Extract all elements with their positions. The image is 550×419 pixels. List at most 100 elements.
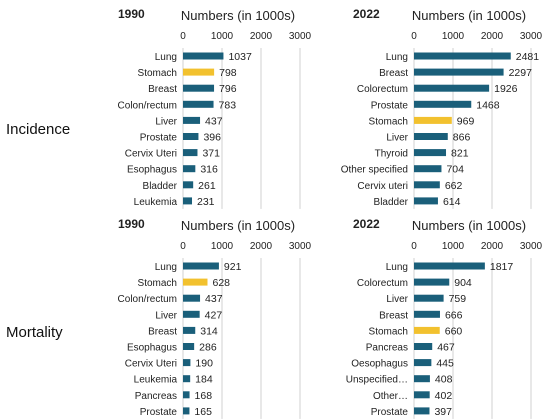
category-label-2-6: Cervix Uteri xyxy=(125,359,177,370)
bar-1-9 xyxy=(414,197,438,205)
x-tick-label-0-0: 0 xyxy=(180,31,186,42)
bar-3-9 xyxy=(414,407,430,415)
category-label-1-0: Lung xyxy=(386,52,408,63)
category-label-3-6: Oesophagus xyxy=(351,359,408,370)
x-tick-label-3-1: 1000 xyxy=(442,241,465,252)
bar-3-6 xyxy=(414,359,432,367)
value-label-0-0: 1037 xyxy=(228,51,252,63)
value-label-2-5: 286 xyxy=(199,342,217,354)
category-label-0-5: Prostate xyxy=(140,133,178,144)
value-label-3-7: 408 xyxy=(435,374,453,386)
value-label-1-7: 704 xyxy=(446,164,464,176)
value-label-0-3: 783 xyxy=(219,99,237,111)
category-label-3-8: Other… xyxy=(373,391,408,402)
value-label-1-9: 614 xyxy=(443,196,461,208)
bar-2-3 xyxy=(183,310,200,318)
value-label-1-2: 1926 xyxy=(494,83,518,95)
category-label-0-1: Stomach xyxy=(138,68,177,79)
x-tick-label-0-1: 1000 xyxy=(211,31,234,42)
bar-3-1 xyxy=(414,278,450,286)
category-label-2-9: Prostate xyxy=(140,407,178,418)
value-label-3-9: 397 xyxy=(434,406,452,418)
bar-3-8 xyxy=(414,391,430,399)
panel-year-2: 1990 xyxy=(118,217,145,231)
bar-1-3 xyxy=(414,100,472,108)
value-label-2-4: 314 xyxy=(200,325,218,337)
category-label-1-3: Prostate xyxy=(371,100,409,111)
bar-3-5 xyxy=(414,343,433,350)
category-label-3-1: Colorectum xyxy=(357,278,408,289)
row-label-mortality: Mortality xyxy=(6,324,63,341)
bar-2-7 xyxy=(183,375,191,383)
x-axis-label-1: Numbers (in 1000s) xyxy=(412,8,526,23)
category-label-3-3: Breast xyxy=(379,310,408,321)
value-label-2-3: 427 xyxy=(205,309,223,321)
value-label-3-1: 904 xyxy=(454,277,472,289)
bar-2-9 xyxy=(183,407,190,415)
category-label-3-5: Pancreas xyxy=(366,343,408,354)
category-label-0-7: Esophagus xyxy=(127,165,177,176)
x-tick-label-2-3: 3000 xyxy=(289,241,312,252)
value-label-1-0: 2481 xyxy=(516,51,540,63)
value-label-2-6: 190 xyxy=(195,358,213,370)
x-tick-label-2-0: 0 xyxy=(180,241,186,252)
panel-year-0: 1990 xyxy=(118,7,145,21)
category-label-2-5: Esophagus xyxy=(127,343,177,354)
x-axis-label-2: Numbers (in 1000s) xyxy=(181,218,295,233)
panel-year-3: 2022 xyxy=(353,217,380,231)
value-label-0-4: 437 xyxy=(205,115,223,127)
value-label-1-4: 969 xyxy=(457,115,475,127)
value-label-2-2: 437 xyxy=(205,293,223,305)
x-axis-label-0: Numbers (in 1000s) xyxy=(181,8,295,23)
value-label-3-0: 1817 xyxy=(490,261,514,273)
value-label-0-6: 371 xyxy=(202,148,220,160)
value-label-0-9: 231 xyxy=(197,196,215,208)
row-label-incidence: Incidence xyxy=(6,121,71,138)
value-label-0-2: 796 xyxy=(219,83,237,95)
x-tick-label-2-1: 1000 xyxy=(211,241,234,252)
x-tick-label-1-2: 2000 xyxy=(481,31,504,42)
x-tick-label-2-2: 2000 xyxy=(250,241,273,252)
category-label-1-2: Colorectum xyxy=(357,84,408,95)
value-label-2-9: 165 xyxy=(194,406,212,418)
value-label-3-4: 660 xyxy=(445,325,463,337)
category-label-3-9: Prostate xyxy=(371,407,409,418)
bar-1-4 xyxy=(414,116,452,124)
value-label-2-7: 184 xyxy=(195,374,213,386)
category-label-1-1: Breast xyxy=(379,68,408,79)
category-label-1-8: Cervix uteri xyxy=(357,181,408,192)
value-label-0-7: 316 xyxy=(200,164,218,176)
bar-2-1 xyxy=(183,278,208,286)
x-tick-label-1-3: 3000 xyxy=(520,31,543,42)
value-label-3-5: 467 xyxy=(437,342,455,354)
bar-2-8 xyxy=(183,391,190,399)
value-label-2-1: 628 xyxy=(212,277,230,289)
bar-2-6 xyxy=(183,359,191,367)
bar-0-8 xyxy=(183,181,194,189)
bar-0-3 xyxy=(183,100,214,108)
bar-0-5 xyxy=(183,133,199,140)
value-label-3-6: 445 xyxy=(436,358,454,370)
category-label-2-4: Breast xyxy=(148,326,177,337)
bar-3-2 xyxy=(414,294,444,302)
bar-1-1 xyxy=(414,68,504,76)
bar-0-0 xyxy=(183,52,224,60)
value-label-0-8: 261 xyxy=(198,180,216,192)
panel-year-1: 2022 xyxy=(353,7,380,21)
bar-1-2 xyxy=(414,84,490,92)
value-label-1-6: 821 xyxy=(451,148,469,160)
bar-0-6 xyxy=(183,149,198,157)
category-label-1-7: Other specified xyxy=(341,165,408,176)
category-label-1-5: Liver xyxy=(386,133,408,144)
category-label-1-6: Thyroid xyxy=(375,149,408,160)
x-tick-label-0-3: 3000 xyxy=(289,31,312,42)
x-tick-label-0-2: 2000 xyxy=(250,31,273,42)
value-label-3-8: 402 xyxy=(435,390,453,402)
value-label-1-3: 1468 xyxy=(476,99,500,111)
category-label-2-3: Liver xyxy=(155,310,177,321)
bar-0-7 xyxy=(183,165,196,173)
category-label-3-0: Lung xyxy=(386,262,408,273)
bar-1-7 xyxy=(414,165,442,173)
x-axis-label-3: Numbers (in 1000s) xyxy=(412,218,526,233)
